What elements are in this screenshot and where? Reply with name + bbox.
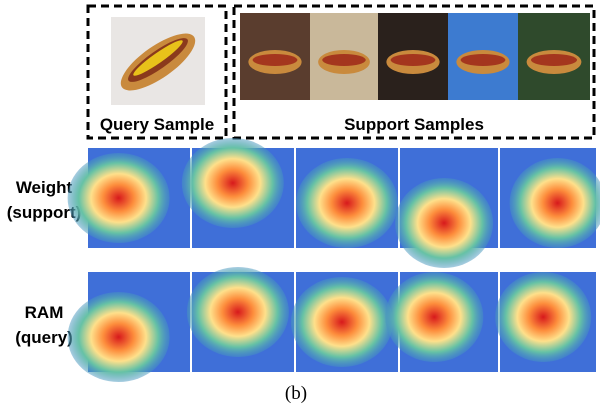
heatmap-image [187,267,294,372]
heatmap-spot [182,138,284,228]
figure: Query Sample Support Samples Weight (sup… [0,0,600,407]
support-image [310,13,378,100]
heatmap-image [68,272,190,382]
sausage [531,54,577,66]
heatmap-image [296,148,398,248]
sausage [461,54,506,66]
support-image [518,13,590,100]
heatmap-spot [395,178,493,268]
row-label: Weight [16,178,73,197]
heatmap-spot [68,292,170,382]
heatmap-image [182,138,294,248]
heatmap-image [395,148,498,268]
row-label: RAM [25,303,64,322]
heatmap-image [495,272,596,372]
sausage [391,54,436,66]
heatmap-spot [187,267,289,357]
sausage [322,54,366,66]
support-image [378,13,448,100]
row-label: (query) [15,328,73,347]
heatmap-spot [385,272,483,362]
heatmap-spot [495,272,591,362]
caption: (b) [285,383,307,404]
sausage [253,54,298,66]
heatmap-spot [68,153,170,243]
heatmap-spot [296,158,398,248]
query-image [111,17,205,105]
query-label: Query Sample [100,115,214,134]
heatmap-image [291,272,398,372]
heatmap-image [500,148,600,248]
support-image [448,13,518,100]
support-label: Support Samples [344,115,484,134]
support-image [240,13,310,100]
heatmap-image [385,272,498,372]
heatmap-spot [291,277,393,367]
heatmap-image [68,148,190,248]
